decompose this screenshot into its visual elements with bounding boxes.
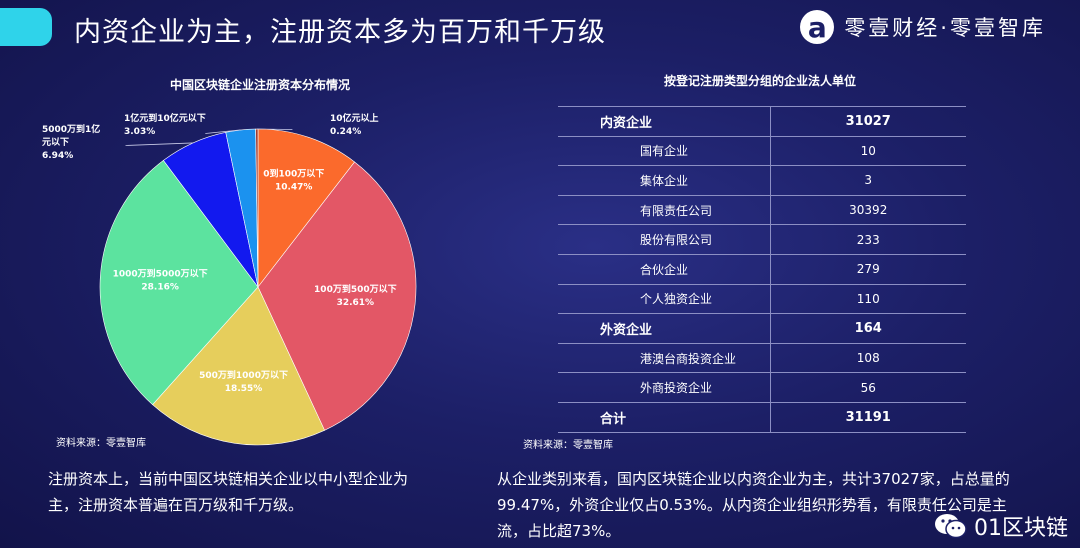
- table-row: 国有企业 10: [558, 136, 966, 167]
- table-title: 按登记注册类型分组的企业法人单位: [663, 74, 856, 88]
- table-row-label: 集体企业: [558, 165, 770, 196]
- table-row-value: 3: [769, 165, 966, 196]
- pie-chart-title: 中国区块链企业注册资本分布情况: [169, 78, 350, 92]
- table-row-value: 31191: [769, 402, 966, 433]
- table-row: 内资企业 31027: [558, 106, 966, 137]
- watermark: 01区块链: [934, 510, 1068, 542]
- table-row-label: 港澳台商投资企业: [558, 343, 770, 374]
- pie-leader-line: [125, 142, 194, 146]
- right-caption: 从企业类别来看，国内区块链企业以内资企业为主，共计37027家，占总量的99.4…: [497, 470, 1010, 540]
- table-row-label: 合计: [558, 402, 770, 433]
- pie-slice-label: 0到100万以下 10.47%: [263, 167, 324, 192]
- table-row: 合计 31191: [558, 402, 966, 433]
- table-row-label: 有限责任公司: [558, 195, 770, 226]
- table-row: 外资企业 164: [558, 313, 966, 344]
- table-row: 有限责任公司 30392: [558, 195, 966, 226]
- brand-name: 零壹财经·零壹智库: [844, 16, 1046, 40]
- table-row: 合伙企业 279: [558, 254, 966, 285]
- table-row-label: 合伙企业: [558, 254, 770, 285]
- table-source: 资料来源：零壹智库: [523, 440, 613, 451]
- brand: a 零壹财经·零壹智库: [800, 10, 1046, 44]
- pie-slice: [257, 161, 417, 431]
- table-row-label: 外资企业: [558, 313, 770, 344]
- table-row: 集体企业 3: [558, 165, 966, 196]
- pie-source: 资料来源：零壹智库: [56, 438, 146, 449]
- registration-type-table: 内资企业 31027 国有企业 10 集体企业 3 有限责任公司 30392 股份有限公司 233…: [558, 106, 966, 433]
- table-row-value: 10: [769, 136, 966, 167]
- table-row-value: 108: [769, 343, 966, 374]
- table-row-value: 279: [769, 254, 966, 285]
- pie-slice-label: 1000万到5000万以下 28.16%: [113, 268, 208, 293]
- pie-slice-label: 5000万到1亿元以下 6.94%: [42, 123, 100, 161]
- brand-logo-icon: a: [800, 10, 835, 44]
- title-accent-tab: [0, 8, 52, 46]
- table-row-label: 个人独资企业: [558, 284, 770, 315]
- watermark-text: 01区块链: [974, 516, 1068, 541]
- pie-slice: [99, 159, 259, 406]
- left-caption: 注册资本上，当前中国区块链相关企业以中小型企业为主，注册资本普遍在百万级和千万级…: [48, 470, 409, 514]
- table-row-label: 国有企业: [558, 136, 770, 167]
- table-row: 外商投资企业 56: [558, 372, 966, 403]
- table-row-label: 内资企业: [558, 106, 770, 137]
- pie-slice-label: 10亿元以上 0.24%: [330, 112, 379, 137]
- table-row-label: 外商投资企业: [558, 372, 770, 403]
- pie-leader-line: [205, 129, 241, 134]
- pie-slice-label: 500万到1000万以下 18.55%: [199, 369, 288, 394]
- table-row-value: 233: [769, 224, 966, 255]
- pie-slice-label: 1亿元到10亿元以下 3.03%: [124, 112, 206, 137]
- pie-slice: [152, 286, 325, 446]
- table-row-value: 110: [769, 284, 966, 315]
- table-row-value: 31027: [769, 106, 966, 137]
- pie-chart: 0到100万以下 10.47% 100万到500万以下 32.61% 500万到1000…: [42, 112, 417, 446]
- table-row-label: 股份有限公司: [558, 224, 770, 255]
- table-row-value: 164: [769, 313, 966, 344]
- table-row: 港澳台商投资企业 108: [558, 343, 966, 374]
- table-row-value: 56: [769, 372, 966, 403]
- wechat-icon: [935, 514, 967, 539]
- table-row: 个人独资企业 110: [558, 284, 966, 315]
- pie-slice-label: 100万到500万以下 32.61%: [314, 283, 397, 308]
- table-row: 股份有限公司 233: [558, 224, 966, 255]
- slide-title: 内资企业为主，注册资本多为百万和千万级: [74, 17, 606, 48]
- table-row-value: 30392: [769, 195, 966, 226]
